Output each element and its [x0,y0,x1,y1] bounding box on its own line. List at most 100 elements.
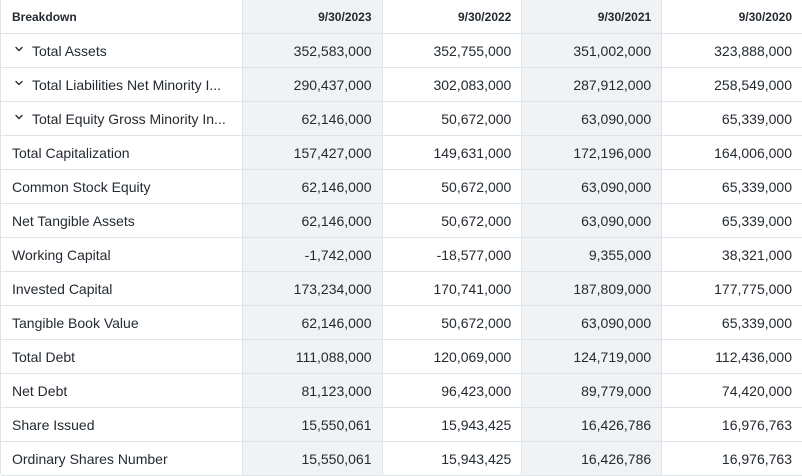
value-cell-2020: 65,339,000 [721,178,792,195]
value-cell-2020: 38,321,000 [721,246,792,263]
value-cell-2021: 63,090,000 [522,204,663,237]
value-cell-2022: 15,943,425 [383,408,523,441]
chevron-down-icon[interactable] [15,113,23,121]
value-cell-2020: 65,339,000 [721,314,792,331]
row-label: Net Tangible Assets [1,204,243,237]
row-label-text: Ordinary Shares Number [12,450,168,467]
value-cell-2022: 15,943,425 [383,442,523,475]
value-cell-2021: 16,426,786 [522,408,663,441]
value-cell-2020: 112,436,000 [715,348,792,365]
row-label: Common Stock Equity [1,170,243,203]
value-cell-2020: 323,888,000 [714,42,792,59]
header-col-2020: 9/30/2020 [738,9,792,24]
value-cell-2022: 96,423,000 [383,374,523,407]
table-row: Net Tangible Assets 62,146,000 50,672,000 6… [1,204,802,238]
row-label-text: Common Stock Equity [12,178,151,195]
row-label: Share Issued [1,408,243,441]
value-cell-2020: 65,339,000 [721,110,792,127]
chevron-down-icon[interactable] [15,45,23,53]
value-cell-2020: 74,420,000 [721,382,792,399]
row-label-text: Total Liabilities Net Minority I... [32,76,222,93]
value-cell-2021: 63,090,000 [522,170,663,203]
row-label: Tangible Book Value [1,306,243,339]
row-label: Working Capital [1,238,243,271]
header-breakdown: Breakdown [1,0,243,33]
value-cell-2022: 120,069,000 [383,340,523,373]
row-label-text: Share Issued [12,416,95,433]
value-cell-2021: 187,809,000 [522,272,663,305]
table-row: Total Debt 111,088,000 120,069,000 124,719,… [1,340,802,374]
value-cell-2023: 62,146,000 [242,306,383,339]
value-cell-2023: 62,146,000 [242,170,383,203]
row-label-text: Total Debt [12,348,76,365]
row-label-text: Invested Capital [12,280,113,297]
row-label-text: Working Capital [12,246,111,263]
value-cell-2023: 352,583,000 [242,34,383,67]
value-cell-2020: 177,775,000 [714,280,792,297]
value-cell-2023: 62,146,000 [242,204,383,237]
row-label-expandable[interactable]: Total Assets [1,34,243,67]
row-label-text: Net Tangible Assets [12,212,135,229]
value-cell-2022: 352,755,000 [383,34,523,67]
value-cell-2022: 50,672,000 [383,102,523,135]
value-cell-2021: 63,090,000 [522,306,663,339]
value-cell-2021: 16,426,786 [522,442,663,475]
table-row: Total Equity Gross Minority In... 62,146,… [1,102,802,136]
header-col-2021: 9/30/2021 [522,0,663,33]
value-cell-2020: 164,006,000 [714,144,792,161]
row-label: Net Debt [1,374,243,407]
value-cell-2020: 258,549,000 [714,76,792,93]
row-label: Total Debt [1,340,243,373]
table-row: Share Issued 15,550,061 15,943,425 16,426,7… [1,408,802,442]
value-cell-2023: 15,550,061 [242,408,383,441]
chevron-down-icon[interactable] [15,79,23,87]
row-label: Total Capitalization [1,136,243,169]
value-cell-2020: 65,339,000 [721,212,792,229]
value-cell-2023: 173,234,000 [242,272,383,305]
value-cell-2022: 50,672,000 [383,170,523,203]
row-label-text: Total Capitalization [12,144,130,161]
value-cell-2022: 149,631,000 [383,136,523,169]
table-row: Working Capital -1,742,000 -18,577,000 9,35… [1,238,802,272]
row-label-expandable[interactable]: Total Equity Gross Minority In... [1,102,243,135]
value-cell-2023: 290,437,000 [242,68,383,101]
value-cell-2021: 9,355,000 [522,238,663,271]
table-row: Ordinary Shares Number 15,550,061 15,943,4… [1,442,802,476]
table-row: Net Debt 81,123,000 96,423,000 89,779,000 74… [1,374,802,408]
value-cell-2023: 111,088,000 [242,340,383,373]
row-label: Ordinary Shares Number [1,442,243,475]
header-col-2023: 9/30/2023 [242,0,383,33]
table-body: Total Assets 352,583,000 352,755,000 351,00… [1,34,802,476]
value-cell-2021: 287,912,000 [522,68,663,101]
value-cell-2021: 89,779,000 [522,374,663,407]
header-col-2022: 9/30/2022 [383,0,523,33]
value-cell-2021: 351,002,000 [522,34,663,67]
value-cell-2023: 81,123,000 [242,374,383,407]
value-cell-2021: 124,719,000 [522,340,663,373]
row-label-expandable[interactable]: Total Liabilities Net Minority I... [1,68,243,101]
table-row: Tangible Book Value 62,146,000 50,672,000 6… [1,306,802,340]
row-label-text: Total Equity Gross Minority In... [32,110,226,127]
value-cell-2021: 63,090,000 [522,102,663,135]
table-row: Total Liabilities Net Minority I... 290,4… [1,68,802,102]
value-cell-2023: -1,742,000 [242,238,383,271]
value-cell-2022: 302,083,000 [383,68,523,101]
value-cell-2021: 172,196,000 [522,136,663,169]
table-header-row: Breakdown 9/30/2023 9/30/2022 9/30/2021 … [1,0,802,34]
table-row: Total Assets 352,583,000 352,755,000 351,00… [1,34,802,68]
value-cell-2023: 62,146,000 [242,102,383,135]
row-label: Invested Capital [1,272,243,305]
table-row: Invested Capital 173,234,000 170,741,000 18… [1,272,802,306]
value-cell-2022: 50,672,000 [383,204,523,237]
value-cell-2023: 15,550,061 [242,442,383,475]
value-cell-2022: 170,741,000 [383,272,523,305]
table-row: Total Capitalization 157,427,000 149,631,0… [1,136,802,170]
value-cell-2022: -18,577,000 [383,238,523,271]
table-row: Common Stock Equity 62,146,000 50,672,000 6… [1,170,802,204]
value-cell-2020: 16,976,763 [721,416,792,433]
value-cell-2023: 157,427,000 [242,136,383,169]
row-label-text: Net Debt [12,382,68,399]
value-cell-2022: 50,672,000 [383,306,523,339]
value-cell-2020: 16,976,763 [721,450,792,467]
